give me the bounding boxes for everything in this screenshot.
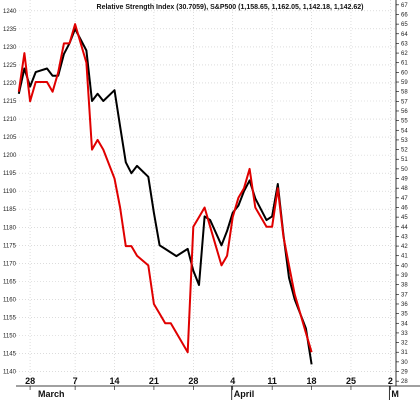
left-axis-tick-label: 1195 — [3, 171, 17, 177]
right-axis-tick-label: 56 — [401, 109, 408, 115]
month-label: April — [234, 389, 255, 399]
right-axis-tick-label: 61 — [401, 61, 408, 67]
left-axis-tick-label: 1150 — [3, 333, 17, 339]
right-axis-tick-label: 57 — [401, 99, 408, 105]
right-axis-tick-label: 48 — [401, 186, 408, 192]
left-axis-tick-label: 1215 — [3, 99, 17, 105]
right-axis-tick-label: 34 — [401, 321, 408, 327]
right-axis-tick-label: 38 — [401, 283, 408, 289]
right-axis-tick-label: 31 — [401, 350, 408, 356]
right-axis-tick-label: 43 — [401, 234, 408, 240]
x-axis-tick-label: 28 — [188, 376, 198, 386]
left-axis-tick-label: 1140 — [3, 370, 17, 376]
right-axis-tick-label: 59 — [401, 80, 408, 86]
left-axis-tick-label: 1155 — [3, 315, 17, 321]
x-axis-tick-label: 25 — [346, 376, 356, 386]
right-axis-tick-label: 36 — [401, 302, 408, 308]
left-axis-tick-label: 1230 — [3, 45, 17, 51]
right-axis-tick-label: 42 — [401, 244, 408, 250]
x-axis-tick-label: 28 — [25, 376, 35, 386]
right-axis: 28 29 30 31 32 33 34 35 36 37 38 39 40 41 42 43 44 45 46 47… — [395, 0, 408, 386]
right-axis-tick-label: 60 — [401, 70, 408, 76]
right-axis-tick-label: 64 — [401, 32, 408, 38]
right-axis-tick-label: 52 — [401, 148, 408, 154]
left-axis-tick-label: 1210 — [3, 117, 17, 123]
x-axis-tick-label: 2 — [388, 376, 393, 386]
chart-title: Relative Strength Index (30.7059), S&P50… — [97, 4, 364, 11]
x-axis-tick-label: 4 — [230, 376, 235, 386]
right-axis-tick-label: 51 — [401, 157, 408, 163]
right-axis-tick-label: 58 — [401, 90, 408, 96]
x-axis-tick-label: 14 — [110, 376, 120, 386]
left-axis-tick-label: 1185 — [3, 207, 17, 213]
right-axis-tick-label: 33 — [401, 331, 408, 337]
series-layer — [17, 23, 313, 365]
right-axis-tick-label: 29 — [401, 370, 408, 376]
right-axis-tick-label: 32 — [401, 341, 408, 347]
right-axis-tick-label: 62 — [401, 51, 408, 57]
right-axis-tick-label: 40 — [401, 263, 408, 269]
left-axis-tick-label: 1145 — [3, 352, 17, 358]
left-axis-tick-label: 1180 — [3, 225, 17, 231]
left-axis: 1140 1145 1150 1155 1160 1165 1170 1175 1180 1185… — [3, 9, 17, 376]
left-axis-tick-label: 1205 — [3, 135, 17, 141]
right-axis-tick-label: 46 — [401, 205, 408, 211]
left-axis-tick-label: 1225 — [3, 63, 17, 69]
right-axis-tick-label: 30 — [401, 360, 408, 366]
left-axis-tick-label: 1160 — [3, 297, 17, 303]
month-label: March — [38, 389, 65, 399]
right-axis-tick-label: 67 — [401, 3, 408, 9]
right-axis-tick-label: 35 — [401, 312, 408, 318]
right-axis-tick-label: 39 — [401, 273, 408, 279]
x-axis-tick-label: 7 — [73, 376, 78, 386]
left-axis-tick-label: 1220 — [3, 81, 17, 87]
right-axis-tick-label: 54 — [401, 128, 408, 134]
x-axis-tick-label: 11 — [267, 376, 277, 386]
right-axis-tick-label: 66 — [401, 12, 408, 18]
left-axis-tick-label: 1170 — [3, 261, 17, 267]
right-axis-tick-label: 37 — [401, 292, 408, 298]
grid-layer — [16, 0, 396, 386]
left-axis-tick-label: 1165 — [3, 279, 17, 285]
x-axis-tick-label: 21 — [149, 376, 159, 386]
x-axis-tick-label: 18 — [307, 376, 317, 386]
left-axis-tick-label: 1200 — [3, 153, 17, 159]
left-axis-tick-label: 1175 — [3, 243, 17, 249]
right-axis-tick-label: 47 — [401, 196, 408, 202]
right-axis-tick-label: 44 — [401, 225, 408, 231]
right-axis-tick-label: 45 — [401, 215, 408, 221]
series-line-s-p500 — [17, 27, 313, 365]
x-axis: 28 7 14 21 28 4 11 18 25 2 March April M — [16, 376, 420, 400]
right-axis-tick-label: 65 — [401, 22, 408, 28]
left-axis-tick-label: 1240 — [3, 9, 17, 15]
month-label: M — [391, 389, 399, 399]
right-axis-tick-label: 53 — [401, 138, 408, 144]
right-axis-tick-label: 28 — [401, 379, 408, 385]
series-line-relative-strength-index — [17, 23, 313, 354]
right-axis-tick-label: 55 — [401, 119, 408, 125]
left-axis-tick-label: 1190 — [3, 189, 17, 195]
right-axis-tick-label: 50 — [401, 167, 408, 173]
right-axis-tick-label: 63 — [401, 41, 408, 47]
left-axis-tick-label: 1235 — [3, 27, 17, 33]
right-axis-tick-label: 49 — [401, 177, 408, 183]
right-axis-tick-label: 41 — [401, 254, 408, 260]
